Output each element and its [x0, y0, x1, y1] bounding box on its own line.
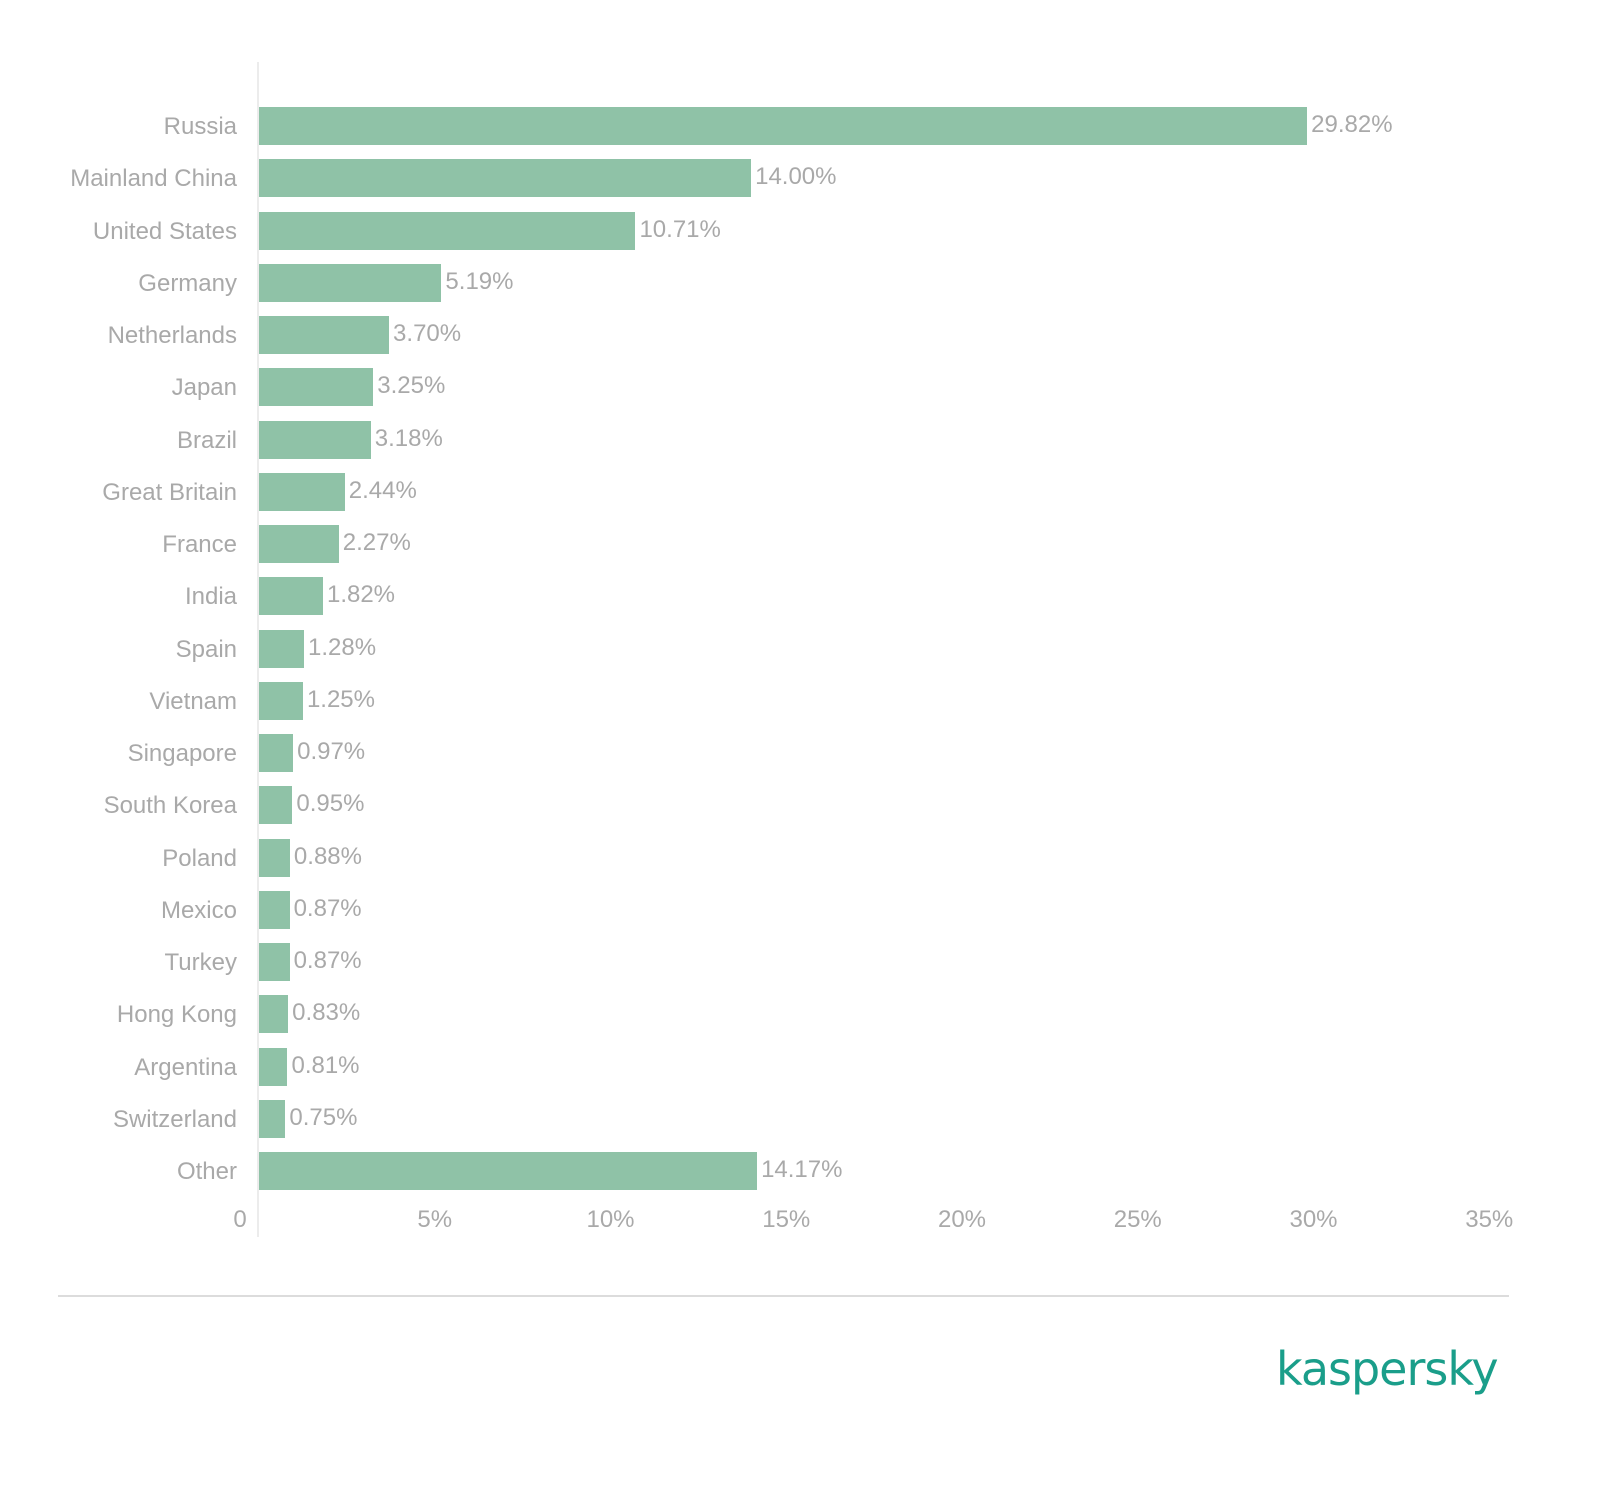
bar [259, 316, 390, 354]
bar [259, 368, 374, 407]
value-label: 0.87% [293, 894, 362, 922]
kaspersky-logo: kaspersky [1276, 1342, 1499, 1396]
bar-chart: Russia 29.82% Mainland China 14.00% United S… [0, 62, 1600, 1237]
bar-row: Hong Kong 0.83% [0, 995, 1600, 1034]
bar [259, 838, 290, 877]
category-label: Singapore [127, 740, 237, 767]
bar-row: South Korea 0.95% [0, 786, 1600, 825]
value-label: 1.82% [326, 581, 396, 609]
bar-row: Germany 5.19% [0, 263, 1600, 302]
bar [259, 786, 293, 825]
x-tick-label: 20% [937, 1206, 987, 1233]
x-tick-label: 35% [1465, 1206, 1514, 1233]
category-label: Spain [175, 635, 237, 663]
x-tick-label: 5% [417, 1206, 453, 1233]
category-label: Germany [138, 269, 237, 297]
value-label: 0.75% [289, 1103, 358, 1131]
bar [259, 107, 1308, 145]
category-label: Russia [163, 113, 237, 140]
value-label: 2.44% [348, 476, 417, 504]
bar-row: Russia 29.82% [0, 107, 1600, 145]
bar-row: United States 10.71% [0, 211, 1600, 250]
bar [259, 1047, 288, 1086]
bar-row: India 1.82% [0, 577, 1600, 616]
category-label: France [162, 531, 237, 558]
bar-row: Vietnam 1.25% [0, 681, 1600, 720]
bar [259, 629, 304, 668]
category-label: Great Britain [102, 478, 237, 506]
y-axis-line [257, 62, 259, 1237]
value-label: 29.82% [1311, 111, 1393, 138]
value-label: 0.83% [292, 999, 361, 1027]
value-label: 0.97% [297, 738, 366, 765]
category-label: Other [176, 1158, 237, 1185]
value-label: 1.28% [307, 633, 377, 661]
category-label: Brazil [176, 426, 237, 454]
value-label: 1.25% [306, 685, 375, 713]
category-label: Netherlands [107, 322, 237, 349]
x-tick-label: 10% [586, 1206, 635, 1233]
category-label: Mainland China [70, 165, 237, 193]
value-label: 0.95% [296, 790, 365, 818]
x-tick-label: 15% [762, 1206, 811, 1233]
bar [259, 995, 289, 1034]
value-label: 0.81% [291, 1051, 360, 1079]
category-label: Japan [171, 374, 237, 402]
bar [259, 681, 303, 720]
bar [259, 159, 752, 198]
category-label: Mexico [160, 896, 237, 924]
bar [259, 734, 294, 772]
value-label: 0.87% [293, 947, 362, 974]
bar [259, 577, 323, 616]
bar-row: Brazil 3.18% [0, 420, 1600, 459]
category-label: Argentina [134, 1053, 237, 1081]
value-label: 2.27% [342, 529, 411, 556]
x-tick-label: 25% [1113, 1206, 1162, 1233]
category-label: Turkey [164, 949, 237, 976]
value-label: 3.18% [374, 424, 443, 452]
bar-row: Mainland China 14.00% [0, 159, 1600, 198]
bar-row: Poland 0.88% [0, 838, 1600, 877]
value-label: 10.71% [639, 215, 721, 243]
value-label: 14.00% [755, 163, 837, 191]
bar-row: Switzerland 0.75% [0, 1099, 1600, 1138]
bar-row: France 2.27% [0, 525, 1600, 563]
bar-row: Spain 1.28% [0, 629, 1600, 668]
bar-row: Turkey 0.87% [0, 943, 1600, 981]
divider [58, 1295, 1509, 1297]
value-label: 0.88% [293, 842, 362, 870]
category-label: Hong Kong [116, 1001, 237, 1029]
bar [259, 263, 442, 302]
bar [259, 420, 371, 459]
bar [259, 472, 345, 511]
bar-row: Singapore 0.97% [0, 734, 1600, 772]
bar [259, 943, 290, 981]
bar [259, 1152, 758, 1190]
bar-row: Argentina 0.81% [0, 1047, 1600, 1086]
value-label: 3.25% [377, 372, 446, 400]
category-label: Switzerland [112, 1105, 237, 1133]
category-label: India [184, 583, 237, 611]
category-label: Vietnam [149, 687, 237, 715]
category-label: South Korea [103, 792, 237, 820]
value-label: 3.70% [393, 320, 462, 347]
bar-row: Japan 3.25% [0, 368, 1600, 407]
category-label: Poland [162, 844, 237, 872]
value-label: 14.17% [761, 1156, 843, 1183]
bar-row: Great Britain 2.44% [0, 472, 1600, 511]
bar-row: Mexico 0.87% [0, 890, 1600, 929]
bar-row: Netherlands 3.70% [0, 316, 1600, 354]
x-tick-label: 0 [233, 1206, 247, 1233]
value-label: 5.19% [445, 267, 514, 295]
bar-row: Other 14.17% [0, 1152, 1600, 1190]
bar [259, 211, 636, 250]
category-label: United States [92, 217, 237, 245]
bar [259, 1099, 286, 1138]
bar [259, 525, 339, 563]
x-tick-label: 30% [1289, 1206, 1338, 1233]
bar [259, 890, 290, 929]
